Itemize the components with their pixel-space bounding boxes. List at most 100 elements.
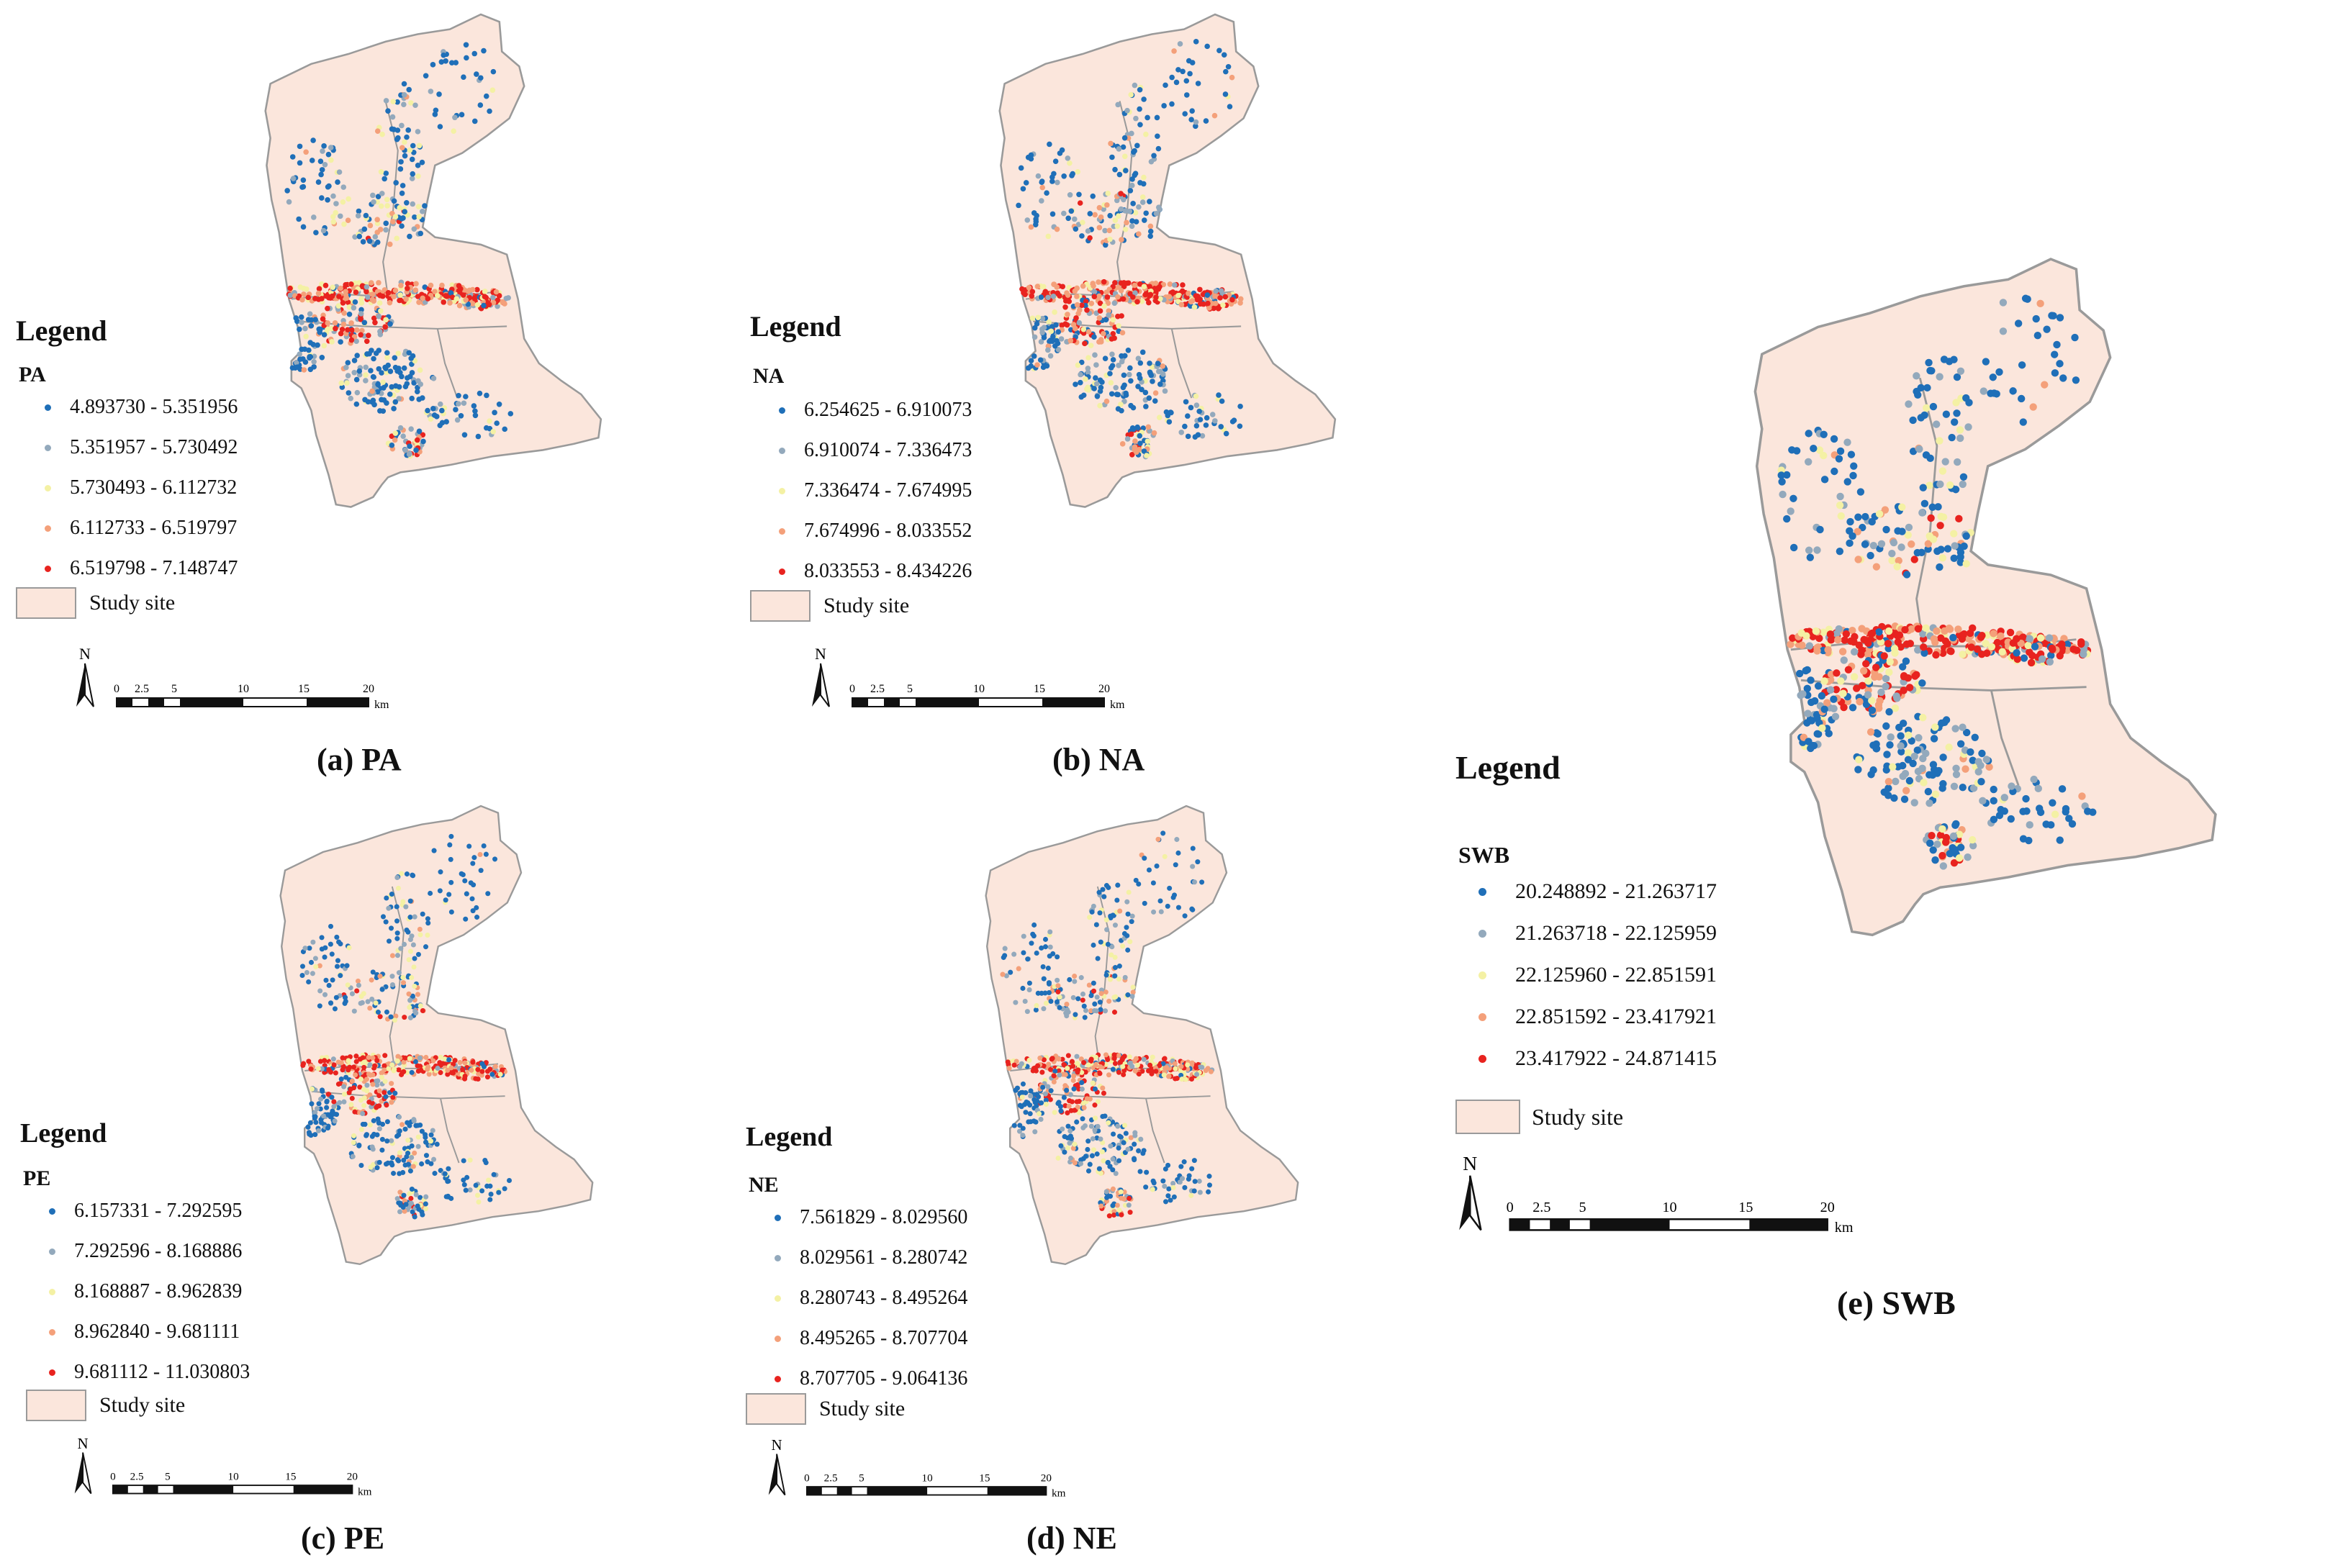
legend-variable: NA	[753, 364, 785, 388]
class-5-dot	[1478, 1054, 1486, 1063]
caption-swb: (e) SWB	[1837, 1284, 1956, 1321]
legend-title: Legend	[750, 310, 841, 343]
legend-study-site: Study site	[1455, 1100, 1623, 1134]
legend-class-4: 8.962840 - 9.681111	[49, 1320, 240, 1343]
legend-class-2: 7.292596 - 8.168886	[49, 1240, 242, 1263]
scale-tick-0: 0	[110, 1471, 116, 1483]
class-4-range: 22.851592 - 23.417921	[1515, 1005, 1717, 1028]
scale-tick-2: 5	[165, 1471, 171, 1483]
study-site-swatch	[750, 590, 811, 622]
legend-title: Legend	[746, 1122, 833, 1152]
class-3-range: 5.730493 - 6.112732	[70, 476, 238, 499]
class-4-dot	[49, 1328, 55, 1336]
scale-tick-1: 2.5	[135, 683, 149, 695]
scale-tick-5: 20	[1098, 683, 1110, 695]
legend-class-1: 6.254625 - 6.910073	[779, 399, 972, 422]
study-site-label: Study site	[99, 1393, 186, 1417]
class-2-range: 6.910074 - 7.336473	[804, 439, 972, 461]
class-5-dot	[45, 565, 51, 572]
legend-study-site: Study site	[16, 587, 175, 619]
scale-tick-3: 10	[973, 683, 985, 695]
study-site-boundary	[264, 13, 602, 508]
legend-variable: NE	[749, 1173, 779, 1197]
scale-tick-1: 2.5	[870, 683, 885, 695]
north-label: N	[78, 1435, 89, 1452]
scale-unit: km	[358, 1485, 372, 1497]
legend-class-3: 8.168887 - 8.962839	[49, 1280, 242, 1303]
legend-class-4: 8.495265 - 8.707704	[775, 1327, 967, 1350]
class-3-dot	[45, 484, 51, 491]
scale-tick-4: 15	[1034, 683, 1045, 695]
study-site-boundary	[279, 805, 594, 1266]
scale-tick-2: 5	[859, 1472, 864, 1485]
class-3-range: 8.168887 - 8.962839	[74, 1280, 243, 1302]
scale-tick-4: 15	[285, 1471, 296, 1483]
legend-class-5: 8.033553 - 8.434226	[779, 560, 972, 583]
scale-tick-5: 20	[1041, 1472, 1052, 1485]
class-1-range: 7.561829 - 8.029560	[800, 1206, 968, 1228]
study-site-label: Study site	[1532, 1103, 1624, 1130]
legend-variable: PE	[23, 1166, 51, 1190]
study-site-label: Study site	[819, 1397, 906, 1420]
class-3-dot	[49, 1288, 55, 1295]
class-5-dot	[779, 568, 785, 575]
scale-bar-swb: N 0 2.5 5 10 15 20 km	[1459, 1152, 1854, 1236]
study-site-swatch	[1455, 1100, 1520, 1134]
observation-points	[1000, 830, 1215, 1219]
legend-class-3: 22.125960 - 22.851591	[1478, 963, 1717, 987]
scale-tick-4: 15	[979, 1472, 990, 1485]
legend-title: Legend	[20, 1118, 107, 1148]
class-1-range: 6.254625 - 6.910073	[804, 399, 972, 421]
legend-class-5: 6.519798 - 7.148747	[45, 557, 238, 580]
class-1-dot	[779, 407, 785, 414]
class-2-dot	[779, 447, 785, 454]
study-site-boundary	[985, 805, 1299, 1266]
study-site-swatch	[26, 1390, 86, 1421]
north-arrow-icon	[74, 1452, 83, 1494]
class-4-range: 8.495265 - 8.707704	[800, 1327, 968, 1349]
map-pa	[264, 13, 602, 508]
legend-class-4: 6.112733 - 6.519797	[45, 517, 237, 540]
class-4-dot	[775, 1335, 781, 1342]
legend-variable: SWB	[1458, 842, 1510, 868]
legend-class-1: 6.157331 - 7.292595	[49, 1200, 242, 1223]
legend-class-3: 7.336474 - 7.674995	[779, 479, 972, 502]
class-5-range: 23.417922 - 24.871415	[1515, 1046, 1717, 1070]
study-site-boundary	[1753, 258, 2217, 937]
legend-class-3: 5.730493 - 6.112732	[45, 476, 237, 499]
class-1-dot	[1478, 887, 1486, 896]
class-2-range: 8.029561 - 8.280742	[800, 1246, 968, 1269]
scale-tick-1: 2.5	[824, 1472, 838, 1485]
class-2-dot	[45, 444, 51, 451]
class-4-dot	[1478, 1012, 1486, 1021]
north-arrow-icon	[768, 1454, 777, 1495]
study-site-label: Study site	[89, 591, 176, 615]
observation-points	[1777, 294, 2097, 870]
scale-bar-pe: N 0 2.5 5 10 15 20 km	[74, 1435, 372, 1497]
class-3-dot	[1478, 971, 1486, 979]
class-2-range: 7.292596 - 8.168886	[74, 1240, 243, 1262]
legend-class-1: 4.893730 - 5.351956	[45, 396, 238, 419]
legend-class-2: 21.263718 - 22.125959	[1478, 921, 1717, 946]
scale-tick-5: 20	[347, 1471, 358, 1483]
class-5-range: 6.519798 - 7.148747	[70, 557, 238, 579]
legend-title: Legend	[16, 314, 107, 347]
class-4-dot	[45, 525, 51, 532]
class-3-dot	[775, 1295, 781, 1302]
legend-class-2: 8.029561 - 8.280742	[775, 1246, 967, 1269]
legend-class-4: 7.674996 - 8.033552	[779, 520, 972, 543]
scale-tick-1: 2.5	[130, 1471, 144, 1483]
north-label: N	[772, 1436, 782, 1454]
scale-tick-0: 0	[114, 683, 119, 695]
scale-unit: km	[374, 699, 389, 711]
study-site-swatch	[746, 1393, 806, 1425]
legend-class-4: 22.851592 - 23.417921	[1478, 1005, 1717, 1029]
legend-class-3: 8.280743 - 8.495264	[775, 1287, 967, 1310]
scale-tick-0: 0	[849, 683, 855, 695]
observation-points	[284, 42, 514, 459]
legend-class-2: 6.910074 - 7.336473	[779, 439, 972, 462]
legend-variable: PA	[19, 363, 46, 386]
class-1-dot	[49, 1207, 55, 1215]
class-5-dot	[49, 1369, 55, 1376]
class-1-range: 6.157331 - 7.292595	[74, 1200, 243, 1222]
